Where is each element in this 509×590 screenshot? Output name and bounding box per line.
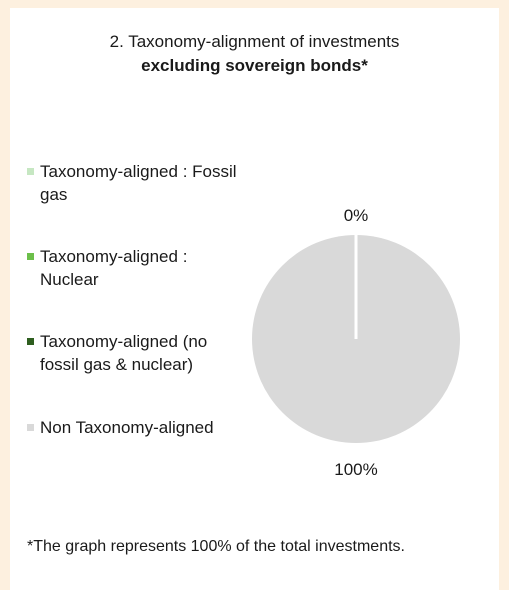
legend-label-fossil-gas: Taxonomy-aligned : Fossil gas — [40, 162, 237, 204]
data-label-zero: 0% — [344, 206, 369, 225]
legend-label-no-fossil-nuclear: Taxonomy-aligned (no fossil gas & nuclea… — [40, 332, 208, 374]
chart-title-line1: 2. Taxonomy-alignment of investments — [109, 32, 400, 51]
legend-swatch-nuclear — [27, 253, 34, 260]
legend-item-nuclear: Taxonomy-aligned : Nuclear — [27, 245, 245, 291]
legend-swatch-fossil-gas — [27, 168, 34, 175]
legend-item-fossil-gas: Taxonomy-aligned : Fossil gas — [27, 160, 245, 206]
legend-item-no-fossil-nuclear: Taxonomy-aligned (no fossil gas & nuclea… — [27, 330, 245, 376]
chart-title-line2: excluding sovereign bonds* — [141, 56, 368, 75]
data-label-hundred: 100% — [334, 460, 377, 479]
legend-swatch-non-aligned — [27, 424, 34, 431]
footnote: *The graph represents 100% of the total … — [27, 538, 405, 555]
chart-title: 2. Taxonomy-alignment of investments exc… — [0, 30, 509, 78]
legend-label-nuclear: Taxonomy-aligned : Nuclear — [40, 247, 188, 289]
legend-swatch-no-fossil-nuclear — [27, 338, 34, 345]
legend-item-non-aligned: Non Taxonomy-aligned — [27, 416, 245, 439]
legend-label-non-aligned: Non Taxonomy-aligned — [40, 418, 214, 437]
